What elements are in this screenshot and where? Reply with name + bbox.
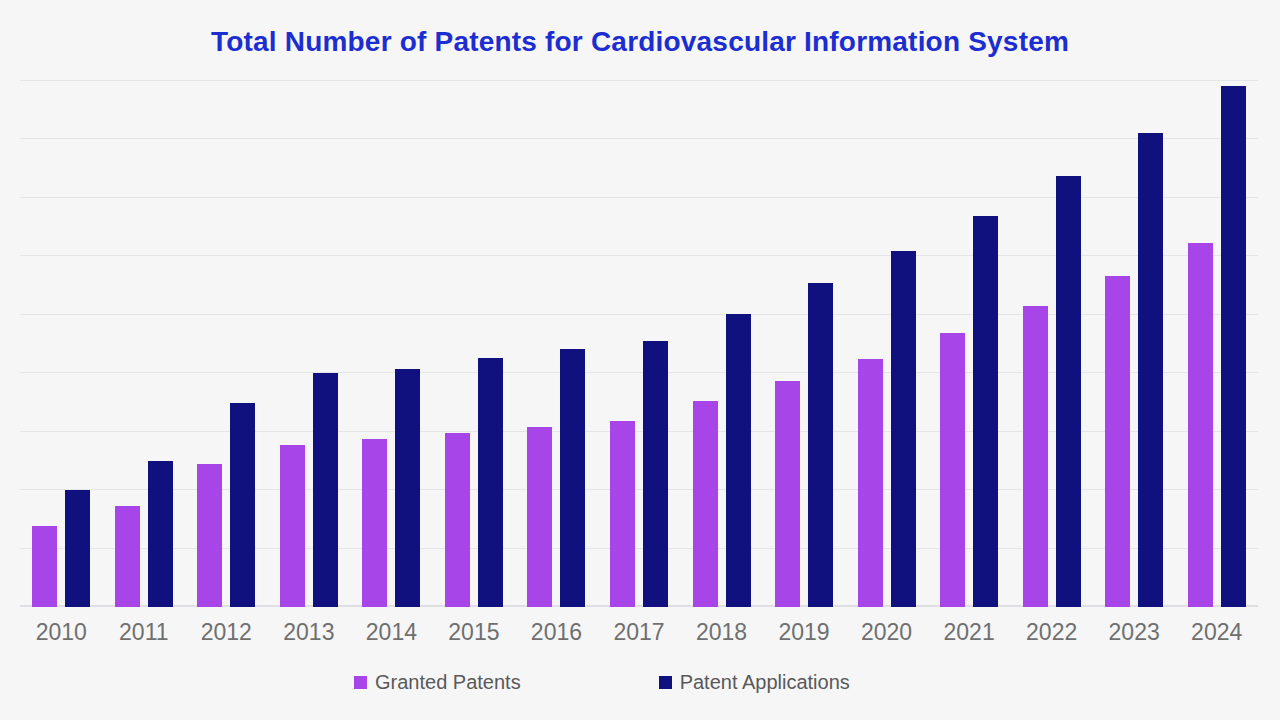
bar-group-2014 bbox=[350, 81, 433, 607]
bar-group-2017 bbox=[598, 81, 681, 607]
patent-applications-swatch bbox=[659, 676, 672, 689]
bar-group-2013 bbox=[268, 81, 351, 607]
patent-applications-bar-2022 bbox=[1056, 176, 1081, 607]
granted-patents-bar-2024 bbox=[1188, 243, 1213, 607]
patent-applications-bar-2024 bbox=[1221, 86, 1246, 607]
granted-patents-bar-2013 bbox=[280, 445, 305, 607]
bar-group-2010 bbox=[20, 81, 103, 607]
granted-patents-bar-2016 bbox=[527, 427, 552, 607]
granted-patents-bar-2019 bbox=[775, 381, 800, 607]
granted-patents-swatch bbox=[354, 676, 367, 689]
x-axis-label-2022: 2022 bbox=[1010, 619, 1093, 646]
plot-area bbox=[20, 81, 1258, 607]
granted-patents-bar-2018 bbox=[693, 401, 718, 607]
patent-applications-bar-2017 bbox=[643, 341, 668, 608]
x-axis-label-2013: 2013 bbox=[268, 619, 351, 646]
granted-patents-bar-2014 bbox=[362, 439, 387, 607]
x-axis-label-2017: 2017 bbox=[598, 619, 681, 646]
granted-patents-bar-2012 bbox=[197, 464, 222, 607]
bar-groups bbox=[20, 81, 1258, 607]
granted-patents-bar-2023 bbox=[1105, 276, 1130, 607]
bar-group-2022 bbox=[1010, 81, 1093, 607]
patent-applications-bar-2013 bbox=[313, 373, 338, 607]
x-axis-label-2019: 2019 bbox=[763, 619, 846, 646]
patent-applications-bar-2018 bbox=[726, 314, 751, 607]
bar-group-2016 bbox=[515, 81, 598, 607]
legend-item-patent-applications: Patent Applications bbox=[659, 671, 850, 694]
x-axis-label-2016: 2016 bbox=[515, 619, 598, 646]
bar-group-2012 bbox=[185, 81, 268, 607]
bar-group-2023 bbox=[1093, 81, 1176, 607]
x-axis-label-2012: 2012 bbox=[185, 619, 268, 646]
granted-patents-bar-2010 bbox=[32, 526, 57, 607]
patent-applications-bar-2021 bbox=[973, 216, 998, 607]
granted-patents-bar-2020 bbox=[858, 359, 883, 607]
patent-applications-bar-2012 bbox=[230, 403, 255, 607]
x-axis-label-2021: 2021 bbox=[928, 619, 1011, 646]
patent-applications-bar-2010 bbox=[65, 490, 90, 607]
bar-group-2018 bbox=[680, 81, 763, 607]
bar-group-2015 bbox=[433, 81, 516, 607]
patent-applications-bar-2023 bbox=[1138, 133, 1163, 607]
x-axis-label-2023: 2023 bbox=[1093, 619, 1176, 646]
x-axis-label-2014: 2014 bbox=[350, 619, 433, 646]
patent-applications-bar-2020 bbox=[891, 251, 916, 607]
granted-patents-bar-2022 bbox=[1023, 306, 1048, 607]
patent-applications-bar-2019 bbox=[808, 283, 833, 607]
granted-patents-bar-2015 bbox=[445, 433, 470, 607]
legend-item-granted-patents: Granted Patents bbox=[354, 671, 521, 694]
bar-group-2024 bbox=[1175, 81, 1258, 607]
x-axis-label-2024: 2024 bbox=[1175, 619, 1258, 646]
granted-patents-bar-2021 bbox=[940, 333, 965, 607]
x-axis-label-2015: 2015 bbox=[433, 619, 516, 646]
x-axis-label-2010: 2010 bbox=[20, 619, 103, 646]
patent-applications-legend-label: Patent Applications bbox=[680, 671, 850, 694]
bar-group-2021 bbox=[928, 81, 1011, 607]
patent-applications-bar-2016 bbox=[560, 349, 585, 607]
x-axis-labels: 2010201120122013201420152016201720182019… bbox=[20, 619, 1258, 646]
bar-group-2011 bbox=[103, 81, 186, 607]
granted-patents-legend-label: Granted Patents bbox=[375, 671, 521, 694]
legend: Granted Patents Patent Applications bbox=[354, 671, 850, 694]
x-axis-label-2020: 2020 bbox=[845, 619, 928, 646]
x-axis-label-2011: 2011 bbox=[103, 619, 186, 646]
chart-canvas: Total Number of Patents for Cardiovascul… bbox=[0, 0, 1280, 720]
granted-patents-bar-2011 bbox=[115, 506, 140, 607]
chart-title: Total Number of Patents for Cardiovascul… bbox=[0, 26, 1280, 58]
granted-patents-bar-2017 bbox=[610, 421, 635, 607]
patent-applications-bar-2011 bbox=[148, 461, 173, 607]
patent-applications-bar-2014 bbox=[395, 369, 420, 607]
bar-group-2020 bbox=[845, 81, 928, 607]
x-axis-label-2018: 2018 bbox=[680, 619, 763, 646]
patent-applications-bar-2015 bbox=[478, 358, 503, 607]
bar-group-2019 bbox=[763, 81, 846, 607]
